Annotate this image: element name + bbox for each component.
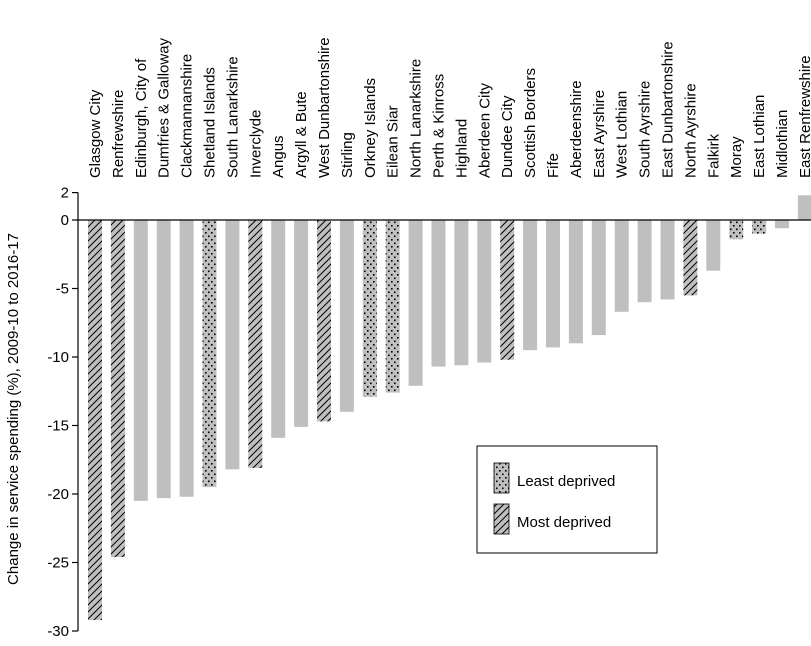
legend: Least deprived Most deprived (476, 445, 658, 554)
y-tick-label: -10 (47, 349, 69, 366)
y-tick-label: -5 (56, 281, 69, 298)
bar (339, 220, 354, 412)
bar (317, 220, 331, 422)
bar (614, 220, 629, 312)
x-tick-label: East Dunbartonshire (660, 41, 677, 178)
bar (385, 220, 400, 393)
y-axis: 2 0 -5 -10 -15 -20 -25 -30 (47, 185, 79, 640)
x-tick-label: Clackmannanshire (179, 54, 196, 178)
bar (294, 220, 309, 427)
x-tick-label: West Dunbartonshire (316, 37, 333, 178)
x-tick-label: Dundee City (499, 95, 516, 178)
x-tick-label: Renfrewshire (110, 90, 127, 178)
bar (179, 220, 194, 497)
bar (225, 220, 240, 470)
x-axis-labels: Glasgow City Renfrewshire Edinburgh, City … (87, 37, 811, 178)
x-tick-label: Falkirk (705, 133, 722, 178)
x-tick-label: Dumfries & Galloway (156, 37, 173, 178)
x-tick-label: South Ayrshire (637, 81, 654, 178)
x-tick-label: Midlothian (774, 110, 791, 178)
x-tick-label: Angus (270, 135, 287, 178)
x-tick-label: Aberdeenshire (568, 80, 585, 178)
x-tick-label: Scottish Borders (522, 68, 539, 178)
x-tick-label: Fife (545, 153, 562, 178)
bar (133, 220, 148, 501)
bar (454, 220, 469, 366)
bar (202, 220, 217, 488)
y-tick-label: -15 (47, 418, 69, 435)
bar (500, 220, 515, 360)
x-tick-label: East Renfrewshire (797, 55, 811, 178)
bar (775, 220, 789, 229)
x-tick-label: North Lanarkshire (408, 59, 425, 178)
bar (752, 220, 767, 234)
x-tick-label: East Ayrshire (591, 90, 608, 178)
bar (248, 220, 263, 468)
x-tick-label: Perth & Kinross (431, 74, 448, 178)
bar (729, 220, 744, 240)
x-tick-label: Inverclyde (247, 110, 264, 178)
x-tick-label: South Lanarkshire (224, 56, 241, 178)
bars-group (88, 195, 811, 621)
x-tick-label: Aberdeen City (476, 82, 493, 178)
bar (797, 195, 811, 220)
bar (110, 220, 125, 558)
bar (408, 220, 423, 386)
bar (271, 220, 286, 438)
bar (156, 220, 171, 499)
legend-label-most-deprived: Most deprived (517, 514, 611, 531)
x-tick-label: Highland (453, 119, 470, 178)
x-tick-label: Shetland Islands (202, 67, 219, 178)
bar (362, 220, 377, 397)
bar (706, 220, 721, 271)
x-tick-label: Stirling (339, 132, 356, 178)
bar (660, 220, 675, 300)
x-tick-label: East Lothian (751, 95, 768, 178)
x-tick-label: West Lothian (614, 91, 631, 178)
bar (568, 220, 583, 344)
y-axis-label: Change in service spending (%), 2009-10 … (5, 233, 22, 585)
bar (477, 220, 492, 363)
bar (88, 220, 102, 621)
x-tick-label: North Ayrshire (682, 83, 699, 178)
y-tick-label: 0 (61, 212, 69, 229)
x-tick-label: Moray (728, 136, 745, 178)
y-tick-label: -30 (47, 623, 69, 640)
bar (523, 220, 538, 351)
legend-swatch-most-deprived (493, 503, 510, 535)
bar (591, 220, 606, 336)
y-tick-label: -20 (47, 486, 69, 503)
legend-label-least-deprived: Least deprived (517, 473, 615, 490)
x-tick-label: Eilean Siar (385, 105, 402, 178)
bar (431, 220, 446, 367)
y-tick-label: 2 (61, 185, 69, 202)
legend-box (476, 445, 658, 554)
legend-swatch-least-deprived (493, 462, 510, 494)
x-tick-label: Glasgow City (87, 89, 104, 178)
bar (683, 220, 698, 296)
bar (546, 220, 560, 348)
y-tick-label: -25 (47, 555, 69, 572)
x-tick-label: Argyll & Bute (293, 91, 310, 178)
bar (637, 220, 652, 303)
x-tick-label: Edinburgh, City of (133, 58, 150, 178)
x-tick-label: Orkney Islands (362, 78, 379, 178)
